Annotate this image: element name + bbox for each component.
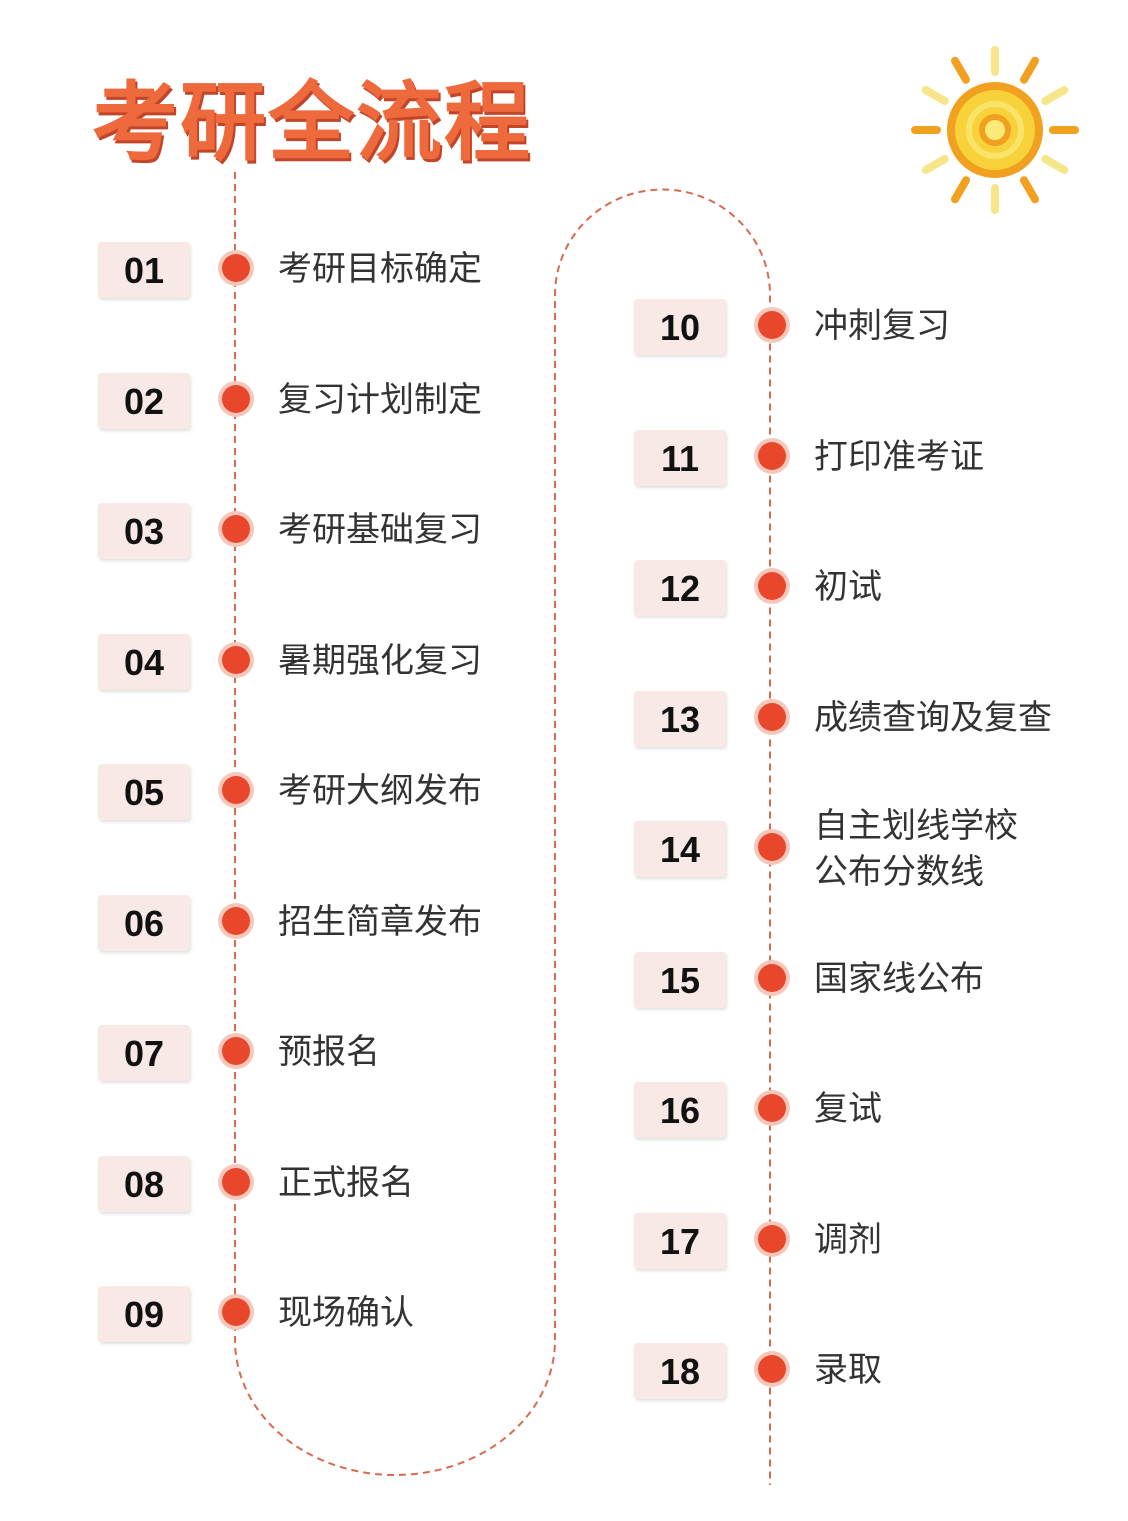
step-dot-icon [222,906,250,935]
sun-ray [951,56,970,84]
sun-icon [911,46,1079,214]
step-dot-icon [222,1298,250,1326]
step-label: 复习计划制定 [278,379,482,420]
step-dot-icon [758,572,786,600]
step-number: 11 [634,429,726,486]
step-dot-icon [222,515,250,543]
step-dot-icon [758,1094,786,1122]
dashed-timeline [234,172,771,1485]
step-number: 12 [634,560,726,616]
step-dot-icon [222,1167,250,1196]
step-label: 考研基础复习 [278,510,482,550]
sun-ray [921,86,949,105]
step-number: 15 [634,951,726,1008]
page-title: 考研全流程 [92,73,532,173]
step-label: 招生简章发布 [278,901,482,942]
step-label: 自主划线学校 公布分数线 [814,806,1018,892]
step-label: 预报名 [278,1032,380,1072]
step-number: 09 [98,1286,190,1342]
step-number: 16 [634,1082,726,1138]
step-label: 国家线公布 [814,958,984,999]
step-label: 调剂 [814,1219,882,1260]
step-number: 05 [98,764,190,820]
step-dot-icon [222,776,250,804]
sun-ray [921,155,949,174]
step-dot-icon [758,441,786,470]
step-label: 现场确认 [278,1293,414,1333]
step-number: 03 [98,503,190,559]
step-label: 考研大纲发布 [278,771,482,811]
step-label: 初试 [814,567,882,607]
step-number: 17 [634,1212,726,1269]
step-dot-icon [758,311,786,339]
step-label: 暑期强化复习 [278,640,482,681]
step-label: 录取 [814,1350,882,1390]
sun-ray [1020,56,1039,84]
step-dot-icon [758,833,786,861]
step-dot-icon [758,1224,786,1253]
step-dot-icon [222,645,250,674]
sun-ray [1041,155,1069,174]
sun-ray [1020,176,1039,204]
step-dot-icon [758,1355,786,1383]
step-dot-icon [222,384,250,413]
step-label: 正式报名 [278,1162,414,1203]
sun-ray [951,176,970,204]
step-number: 04 [98,633,190,690]
step-label: 考研目标确定 [278,249,482,289]
step-dot-icon [222,254,250,282]
step-number: 14 [634,821,726,877]
step-number: 07 [98,1025,190,1081]
step-number: 18 [634,1343,726,1399]
step-dot-icon [222,1037,250,1065]
step-number: 01 [98,242,190,298]
step-number: 13 [634,690,726,747]
step-dot-icon [758,702,786,731]
step-label: 复试 [814,1089,882,1129]
sun-ray [1041,86,1069,105]
step-label: 成绩查询及复查 [814,697,1052,738]
step-label: 打印准考证 [814,436,984,477]
step-label: 冲刺复习 [814,306,950,346]
step-number: 06 [98,894,190,951]
step-dot-icon [758,963,786,992]
step-number: 10 [634,299,726,355]
step-number: 08 [98,1155,190,1212]
step-number: 02 [98,372,190,429]
